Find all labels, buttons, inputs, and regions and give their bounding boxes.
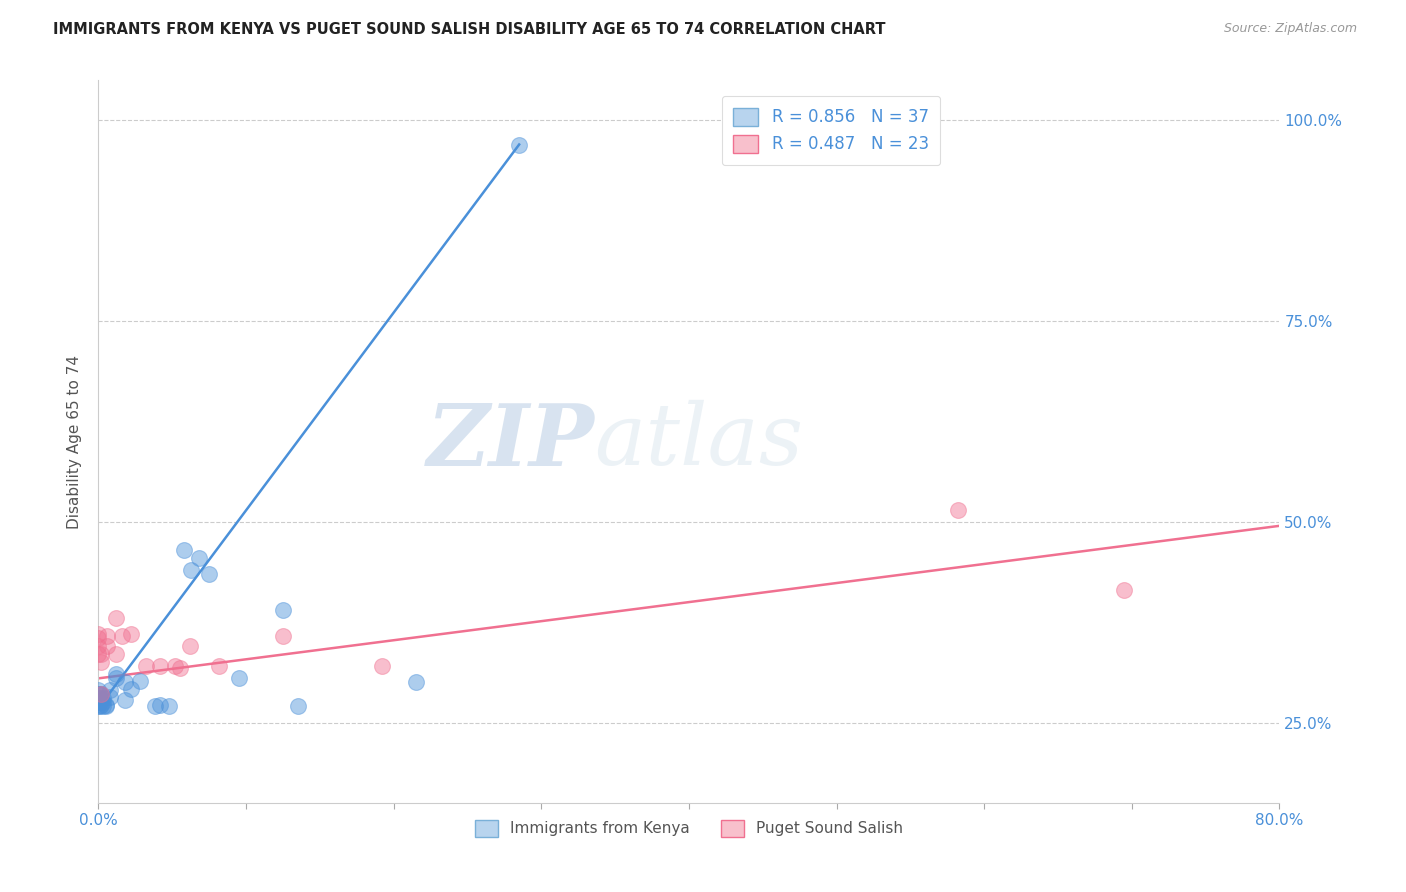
Text: ZIP: ZIP bbox=[426, 400, 595, 483]
Point bbox=[90, 698, 112, 712]
Point bbox=[87, 691, 110, 706]
Point bbox=[89, 691, 111, 706]
Point bbox=[105, 667, 128, 681]
Point bbox=[87, 639, 110, 653]
Point bbox=[91, 691, 114, 706]
Point bbox=[198, 567, 221, 582]
Point bbox=[89, 687, 111, 701]
Point bbox=[87, 683, 110, 698]
Point bbox=[90, 647, 112, 661]
Point bbox=[1114, 583, 1136, 598]
Point bbox=[87, 647, 110, 661]
Point bbox=[94, 698, 117, 712]
Point bbox=[120, 681, 142, 696]
Point bbox=[187, 550, 209, 566]
Point bbox=[111, 629, 134, 643]
Point bbox=[91, 696, 114, 710]
Point bbox=[173, 542, 195, 557]
Point bbox=[143, 699, 166, 714]
Point bbox=[90, 655, 112, 669]
Point bbox=[149, 659, 172, 673]
Point bbox=[287, 699, 309, 714]
Point bbox=[87, 699, 110, 714]
Point bbox=[105, 611, 128, 625]
Point bbox=[114, 693, 136, 707]
Point bbox=[128, 673, 150, 688]
Point bbox=[508, 137, 530, 152]
Point bbox=[89, 699, 111, 714]
Point bbox=[180, 563, 202, 577]
Point bbox=[165, 659, 187, 673]
Point bbox=[114, 675, 136, 690]
Text: IMMIGRANTS FROM KENYA VS PUGET SOUND SALISH DISABILITY AGE 65 TO 74 CORRELATION : IMMIGRANTS FROM KENYA VS PUGET SOUND SAL… bbox=[53, 22, 886, 37]
Point bbox=[98, 683, 121, 698]
Point bbox=[208, 659, 231, 673]
Point bbox=[405, 675, 427, 690]
Point bbox=[946, 502, 969, 516]
Point bbox=[90, 687, 112, 701]
Point bbox=[179, 639, 201, 653]
Point bbox=[96, 629, 118, 643]
Point bbox=[90, 687, 112, 701]
Point bbox=[87, 632, 110, 646]
Point bbox=[87, 627, 110, 641]
Point bbox=[169, 661, 191, 675]
Point bbox=[90, 693, 112, 707]
Point bbox=[120, 627, 142, 641]
Point bbox=[157, 699, 180, 714]
Point bbox=[371, 659, 394, 673]
Point bbox=[96, 639, 118, 653]
Point bbox=[105, 647, 128, 661]
Point bbox=[87, 687, 110, 701]
Point bbox=[228, 671, 250, 685]
Text: Source: ZipAtlas.com: Source: ZipAtlas.com bbox=[1223, 22, 1357, 36]
Point bbox=[149, 698, 172, 712]
Point bbox=[89, 696, 111, 710]
Y-axis label: Disability Age 65 to 74: Disability Age 65 to 74 bbox=[67, 354, 83, 529]
Point bbox=[271, 629, 294, 643]
Legend: Immigrants from Kenya, Puget Sound Salish: Immigrants from Kenya, Puget Sound Salis… bbox=[465, 811, 912, 846]
Point bbox=[135, 659, 157, 673]
Point bbox=[91, 699, 114, 714]
Point bbox=[98, 690, 121, 704]
Point bbox=[271, 603, 294, 617]
Point bbox=[105, 671, 128, 685]
Text: atlas: atlas bbox=[595, 401, 804, 483]
Point bbox=[94, 699, 117, 714]
Point bbox=[87, 696, 110, 710]
